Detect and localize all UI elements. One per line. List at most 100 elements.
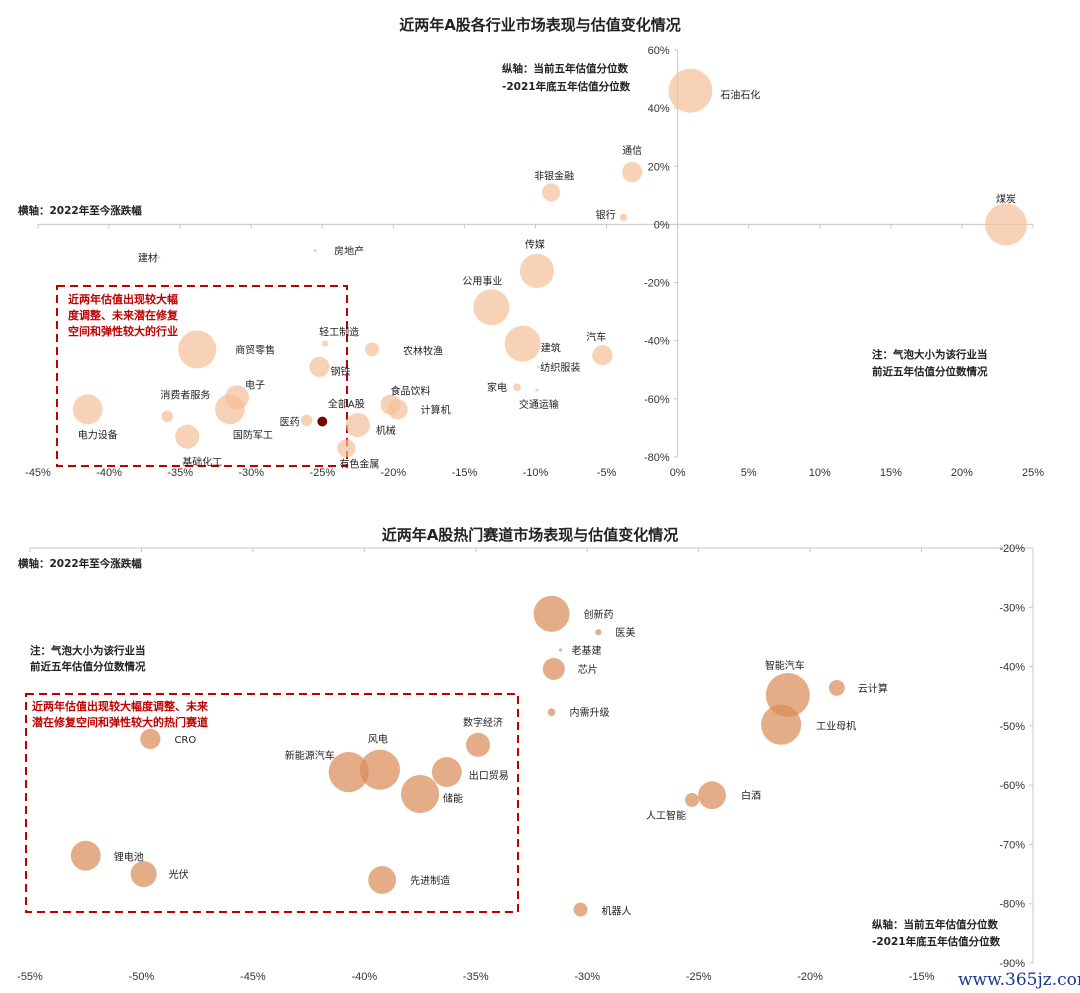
bubble-label: 智能汽车 [765, 659, 805, 672]
bubble-风电 [359, 749, 400, 790]
chart2-box-text-line1: 近两年估值出现较大幅度调整、未来 [32, 699, 209, 713]
bubble-钢铁 [309, 356, 330, 377]
bubble-label: 全部A股 [328, 398, 365, 411]
chart1-box-text-line2: 度调整、未来潜在修复 [68, 308, 179, 322]
bubble-通信 [622, 162, 643, 183]
bubble-房地产 [313, 249, 317, 253]
x-tick-label: -15% [452, 467, 478, 479]
bubble-工业母机 [761, 704, 802, 745]
bubble-label: 人工智能 [646, 809, 686, 822]
x-tick-label: -30% [238, 467, 264, 479]
y-tick-label: -60% [999, 780, 1025, 792]
bubble-轻工制造 [322, 340, 329, 347]
y-tick-label: 60% [648, 45, 670, 57]
bubble-label: 数字经济 [463, 716, 503, 729]
y-tick-label: 40% [648, 103, 670, 115]
bubble-label: 建筑 [541, 342, 561, 355]
bubble-label: 钢铁 [330, 365, 350, 378]
bubble-创新药 [533, 595, 570, 632]
x-tick-label: -25% [686, 971, 712, 983]
bubble-label: 建材 [138, 252, 158, 265]
bubble-医药 [300, 414, 313, 427]
bubble-label: 老基建 [571, 644, 601, 657]
y-tick-label: -20% [999, 543, 1025, 555]
bubble-label: 轻工制造 [319, 326, 359, 339]
bubble-交通运输 [535, 388, 539, 392]
bubble-label: 新能源汽车 [285, 749, 335, 762]
y-tick-label: 20% [648, 161, 670, 173]
bubble-label: 风电 [368, 733, 388, 746]
bubble-label: 锂电池 [114, 851, 144, 864]
bubble-家电 [513, 383, 521, 392]
bubble-新能源汽车 [328, 752, 369, 793]
bubble-label: 内需升级 [570, 706, 610, 719]
bubble-老基建 [558, 648, 563, 652]
bubble-label: 非银金融 [534, 169, 574, 182]
bubble-label: 工业母机 [816, 720, 856, 733]
bubble-label: 通信 [622, 145, 642, 157]
bubble-石油石化 [668, 68, 713, 113]
x-tick-label: 25% [1022, 467, 1044, 479]
y-tick-label: -70% [999, 839, 1025, 851]
chart2-highlight-box [25, 693, 519, 913]
bubble-消费者服务 [161, 410, 174, 423]
sector-bubble-chart: 近两年A股热门赛道市场表现与估值变化情况 横轴：2022年至今涨跌幅 纵轴：当前… [17, 526, 1034, 983]
chart1-x-axis-label: 横轴：2022年至今涨跌幅 [18, 204, 142, 217]
x-tick-label: -15% [909, 971, 935, 983]
chart2-x-axis-label: 横轴：2022年至今涨跌幅 [18, 557, 142, 570]
bubble-label: 汽车 [586, 330, 606, 343]
x-tick-label: -20% [381, 467, 407, 479]
chart2-box-text-line2: 潜在修复空间和弹性较大的热门赛道 [32, 715, 208, 729]
x-tick-label: -25% [309, 467, 335, 479]
bubble-label: 储能 [443, 792, 463, 805]
x-tick-label: 0% [670, 467, 686, 479]
bubble-内需升级 [547, 708, 556, 717]
y-tick-label: -80% [999, 899, 1025, 911]
chart1-y-axis-label-line2: -2021年底五年估值分位数 [502, 80, 631, 93]
bubble-基础化工 [175, 424, 200, 449]
x-tick-label: 20% [951, 467, 973, 479]
chart1-box-text-line3: 空间和弹性较大的行业 [68, 324, 178, 338]
y-tick-label: -50% [999, 721, 1025, 733]
bubble-label: 农林牧渔 [403, 344, 443, 357]
chart2-note-line2: 前近五年估值分位数情况 [30, 660, 146, 673]
bubble-label: 光伏 [169, 868, 189, 881]
bubble-传媒 [519, 253, 554, 288]
bubble-数字经济 [465, 732, 491, 757]
bubble-label: 纺织服装 [540, 361, 580, 374]
bubble-公用事业 [473, 289, 510, 326]
bubble-label: 公用事业 [462, 274, 502, 287]
x-tick-label: -45% [25, 467, 51, 479]
bubble-人工智能 [685, 793, 699, 807]
bubble-白酒 [698, 781, 726, 810]
bubble-label: 有色金属 [339, 457, 379, 470]
bubble-label: 消费者服务 [160, 388, 210, 401]
bubble-建材 [157, 256, 161, 260]
bubble-label: 芯片 [578, 663, 598, 676]
x-tick-label: 10% [809, 467, 831, 479]
x-tick-label: -5% [597, 467, 617, 479]
chart2-axes: -55% -50% -45% -40% -35% -30% -25% -20% -15% -20%… [17, 543, 1034, 983]
bubble-label: 传媒 [525, 239, 545, 251]
chart1-note-line1: 注：气泡大小为该行业当 [872, 348, 988, 361]
x-tick-label: -45% [240, 971, 266, 983]
y-tick-label: 0% [654, 219, 670, 231]
x-tick-label: -10% [523, 467, 549, 479]
bubble-锂电池 [70, 840, 101, 871]
bubble-label: 机器人 [602, 905, 632, 918]
x-tick-label: -35% [167, 467, 193, 479]
bubble-纺织服装 [536, 365, 540, 369]
y-tick-label: -60% [644, 394, 670, 406]
bubble-label: 医美 [615, 626, 635, 639]
bubble-label: 食品饮料 [391, 385, 431, 398]
bubble-label: 国防军工 [233, 428, 273, 441]
bubble-商贸零售 [178, 330, 217, 369]
x-tick-label: 5% [741, 467, 757, 479]
bubble-label: 医药 [280, 416, 300, 428]
bubble-有色金属 [337, 439, 356, 458]
bubble-非银金融 [542, 183, 561, 202]
x-tick-label: -55% [17, 971, 43, 983]
